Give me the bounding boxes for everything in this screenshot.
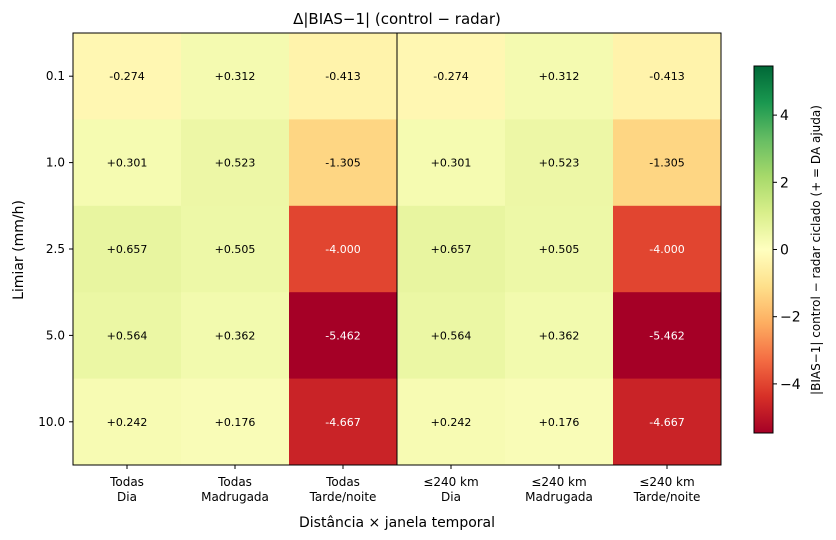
colorbar-label: |BIAS−1| control − radar ciclado (+ = DA… <box>809 105 823 395</box>
colorbar <box>753 65 774 434</box>
colorbar-tick-label: −4 <box>780 377 801 393</box>
cell-value-label: +0.362 <box>539 329 580 342</box>
cell-value-label: +0.564 <box>431 329 472 342</box>
heatmap-cell <box>73 119 182 207</box>
cell-value-label: -0.274 <box>433 70 468 83</box>
colorbar-tick-label: 2 <box>780 175 789 191</box>
colorbar-tick-label: 0 <box>780 243 789 259</box>
heatmap-cell <box>289 378 398 466</box>
heatmap-cell <box>181 119 290 207</box>
x-tick-label: ≤240 km <box>639 475 694 489</box>
heatmap-cell <box>289 33 398 120</box>
cell-value-label: +0.523 <box>539 157 580 170</box>
heatmap-cell <box>289 205 398 293</box>
x-tick-label: ≤240 km <box>423 475 478 489</box>
x-tick-label: Todas <box>109 475 144 489</box>
heatmap-cell <box>613 378 722 466</box>
x-axis-ticks: TodasDiaTodasMadrugadaTodasTarde/noite≤2… <box>109 465 700 504</box>
heatmap-cell <box>397 119 506 207</box>
heatmap-cell <box>289 292 398 380</box>
heatmap-cell <box>73 292 182 380</box>
heatmap-cell <box>613 205 722 293</box>
cell-value-label: +0.362 <box>215 329 256 342</box>
heatmap-cell <box>73 378 182 466</box>
cell-value-label: -4.667 <box>325 416 360 429</box>
colorbar-tick-label: 4 <box>780 108 789 124</box>
y-tick-label: 2.5 <box>46 242 65 256</box>
cell-value-label: +0.312 <box>215 70 256 83</box>
chart-title: Δ|BIAS−1| (control − radar) <box>293 10 501 28</box>
cell-value-label: +0.564 <box>107 329 148 342</box>
heatmap-cells <box>73 33 722 466</box>
cell-value-label: +0.312 <box>539 70 580 83</box>
cell-value-label: -4.000 <box>649 243 684 256</box>
cell-value-label: +0.505 <box>215 243 256 256</box>
heatmap-cell <box>397 292 506 380</box>
cell-value-label: +0.505 <box>539 243 580 256</box>
cell-value-label: -1.305 <box>649 157 684 170</box>
x-tick-label: Tarde/noite <box>633 490 701 504</box>
x-tick-label: Dia <box>117 490 137 504</box>
y-tick-label: 5.0 <box>46 328 65 342</box>
x-tick-label: Todas <box>217 475 252 489</box>
heatmap-cell <box>613 119 722 207</box>
heatmap-cell <box>505 33 614 120</box>
heatmap-cell <box>181 378 290 466</box>
cell-value-label: +0.657 <box>431 243 472 256</box>
x-axis-label: Distância × janela temporal <box>299 515 495 531</box>
x-tick-label: Todas <box>325 475 360 489</box>
cell-value-label: +0.176 <box>215 416 256 429</box>
x-tick-label: Tarde/noite <box>309 490 377 504</box>
heatmap-cell <box>505 292 614 380</box>
heatmap-cell <box>505 119 614 207</box>
colorbar-ticks: 4 2 0 −4 −2 <box>773 108 801 393</box>
heatmap-cell <box>613 33 722 120</box>
cell-value-label: -4.000 <box>325 243 360 256</box>
x-tick-label: Madrugada <box>525 490 593 504</box>
cell-value-label: +0.301 <box>431 157 472 170</box>
x-tick-label: Dia <box>441 490 461 504</box>
heatmap-cell <box>289 119 398 207</box>
cell-value-label: -4.667 <box>649 416 684 429</box>
y-tick-label: 0.1 <box>46 69 65 83</box>
heatmap-cell <box>181 292 290 380</box>
x-tick-label: Madrugada <box>201 490 269 504</box>
y-axis-label: Limiar (mm/h) <box>11 200 27 300</box>
cell-value-label: +0.176 <box>539 416 580 429</box>
cell-value-label: -5.462 <box>325 329 360 342</box>
heatmap-cell <box>73 205 182 293</box>
cell-value-label: -0.413 <box>325 70 360 83</box>
cell-value-label: -5.462 <box>649 329 684 342</box>
cell-value-label: +0.301 <box>107 157 148 170</box>
y-tick-label: 1.0 <box>46 156 65 170</box>
heatmap-cell <box>505 205 614 293</box>
cell-value-label: +0.657 <box>107 243 148 256</box>
heatmap-cell <box>397 205 506 293</box>
cell-value-label: +0.242 <box>107 416 148 429</box>
cell-value-label: +0.523 <box>215 157 256 170</box>
heatmap-cell <box>505 378 614 466</box>
y-axis-ticks: 0.1 1.0 2.5 5.0 10.0 <box>38 69 73 429</box>
x-tick-label: ≤240 km <box>531 475 586 489</box>
cell-value-labels: -0.274 +0.312 -0.413 -0.274 +0.312 -0.413 +0.3… <box>107 70 685 429</box>
heatmap-cell <box>73 33 182 120</box>
heatmap-cell <box>181 33 290 120</box>
heatmap-cell <box>181 205 290 293</box>
heatmap-cell <box>397 378 506 466</box>
cell-value-label: +0.242 <box>431 416 472 429</box>
y-tick-label: 10.0 <box>38 415 65 429</box>
heatmap-cell <box>613 292 722 380</box>
cell-value-label: -1.305 <box>325 157 360 170</box>
heatmap-cell <box>397 33 506 120</box>
colorbar-tick-label: −2 <box>780 310 801 326</box>
cell-value-label: -0.413 <box>649 70 684 83</box>
cell-value-label: -0.274 <box>109 70 144 83</box>
